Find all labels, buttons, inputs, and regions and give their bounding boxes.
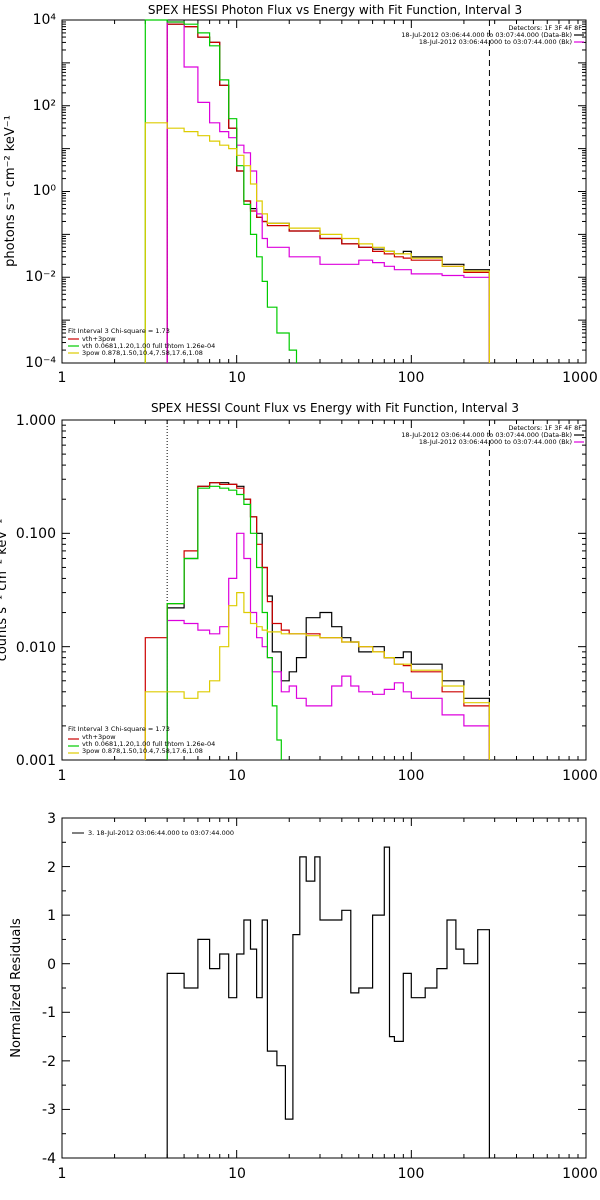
count-flux-legend-bk: 18-Jul-2012 03:06:44.000 to 03:07:44.000… [419, 438, 572, 446]
residuals-series-0 [166, 846, 490, 1158]
residuals-ytick-m2: -2 [42, 1054, 56, 1070]
count-flux-xtick-1000: 1000 [562, 768, 598, 784]
count-flux-panel: SPEX HESSI Count Flux vs Energy with Fit… [0, 401, 598, 784]
count-flux-title: SPEX HESSI Count Flux vs Energy with Fit… [151, 401, 519, 415]
photon-flux-xtick-100: 100 [398, 370, 425, 386]
photon-flux-ylabel: photons s⁻¹ cm⁻² keV⁻¹ [3, 115, 18, 267]
residuals-ytick-m1: -1 [42, 1005, 56, 1021]
count-flux-legend-3pow: 3pow 0.878,1.50,10.4,7.58,17.6,1.08 [82, 747, 203, 755]
photon-flux-ytick-1e2: 10² [33, 98, 56, 114]
count-flux-ytick-1.000: 1.000 [16, 413, 56, 429]
count-flux-series-1 [144, 482, 490, 760]
residuals-ytick-3: 3 [47, 811, 56, 827]
photon-flux-title: SPEX HESSI Photon Flux vs Energy with Fi… [148, 3, 522, 17]
residuals-xtick-100: 100 [398, 1166, 425, 1182]
photon-flux-ytick-1e4: 10⁴ [33, 12, 57, 28]
photon-flux-series-0 [166, 23, 490, 363]
photon-flux-series [61, 19, 586, 364]
residuals-ytick-0: 0 [47, 957, 56, 973]
photon-flux-legend-detectors: Detectors: 1F 3F 4F 8F [508, 24, 582, 32]
photon-flux-series-3 [144, 19, 298, 363]
photon-flux-legend-vth: vth 0.0681,1.20,1.00 full thtom 1.26e-04 [82, 342, 215, 350]
photon-flux-frame [61, 19, 587, 364]
count-flux-frame [61, 419, 587, 761]
count-flux-legend-vth: vth 0.0681,1.20,1.00 full thtom 1.26e-04 [82, 740, 215, 748]
photon-flux-series-4 [144, 122, 490, 363]
photon-flux-series-1 [166, 23, 490, 363]
residuals-series [61, 817, 586, 1159]
count-flux-ytick-0.010: 0.010 [16, 640, 56, 656]
count-flux-series-0 [145, 482, 490, 761]
residuals-xtick-10: 10 [228, 1166, 246, 1182]
residuals-xtick-1000: 1000 [562, 1166, 598, 1182]
residuals-ytick-m3: -3 [42, 1102, 56, 1118]
count-flux-legend-fit: Fit Interval 3 Chi-square = 1.73 [68, 725, 170, 733]
residuals-ytick-m4: -4 [42, 1151, 56, 1167]
photon-flux-xtick-10: 10 [228, 370, 246, 386]
count-flux-series-4 [144, 592, 490, 760]
photon-flux-legend-bk: 18-Jul-2012 03:06:44.000 to 03:07:44.000… [419, 38, 572, 46]
photon-flux-legend-fit: Fit Interval 3 Chi-square = 1.73 [68, 327, 170, 335]
count-flux-xtick-100: 100 [398, 768, 425, 784]
count-flux-legend-detectors: Detectors: 1F 3F 4F 8F [508, 424, 582, 432]
residuals-frame [61, 817, 587, 1159]
photon-flux-panel: SPEX HESSI Photon Flux vs Energy with Fi… [3, 3, 598, 386]
residuals-legend-text: 3. 18-Jul-2012 03:06:44.000 to 03:07:44.… [88, 829, 234, 837]
residuals-ytick-1: 1 [47, 908, 56, 924]
photon-flux-ytick-1e-2: 10⁻² [25, 269, 56, 285]
count-flux-ytick-0.001: 0.001 [16, 753, 56, 769]
residuals-ytick-2: 2 [47, 860, 56, 876]
count-flux-legend-databk: 18-Jul-2012 03:06:44.000 to 03:07:44.000… [401, 431, 572, 439]
count-flux-xtick-10: 10 [228, 768, 246, 784]
count-flux-ylabel: counts s⁻¹ cm⁻² keV⁻¹ [0, 519, 10, 662]
photon-flux-legend-vth3pow: vth+3pow [82, 335, 116, 343]
count-flux-legend-vth3pow: vth+3pow [82, 733, 116, 741]
photon-flux-series-2 [166, 21, 490, 363]
count-flux-xtick-1: 1 [58, 768, 67, 784]
residuals-xtick-1: 1 [58, 1166, 67, 1182]
residuals-panel: -4 -3 -2 -1 0 1 2 3 1 10 100 1000 Normal… [9, 811, 598, 1182]
count-flux-series-2 [166, 532, 490, 760]
photon-flux-ytick-1e0: 10⁰ [33, 183, 57, 199]
count-flux-series [61, 419, 586, 761]
residuals-ylabel: Normalized Residuals [9, 918, 24, 1058]
photon-flux-legend-3pow: 3pow 0.878,1.50,10.4,7.58,17.6,1.08 [82, 349, 203, 357]
count-flux-ytick-0.100: 0.100 [16, 526, 56, 542]
photon-flux-xtick-1000: 1000 [562, 370, 598, 386]
count-flux-series-3 [166, 485, 282, 760]
photon-flux-xtick-1: 1 [58, 370, 67, 386]
photon-flux-legend-databk: 18-Jul-2012 03:06:44.000 to 03:07:44.000… [401, 31, 572, 39]
photon-flux-ytick-1e-4: 10⁻⁴ [25, 355, 56, 371]
